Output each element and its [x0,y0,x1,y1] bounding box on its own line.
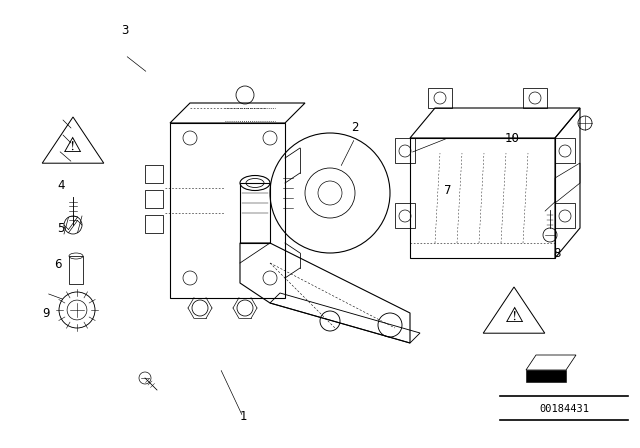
Text: 4: 4 [57,179,65,193]
Text: ⚠: ⚠ [504,306,524,327]
Text: 10: 10 [504,132,520,146]
Bar [395,203,415,228]
Polygon shape [526,370,566,382]
Text: 8: 8 [553,246,561,260]
Text: 3: 3 [121,24,129,37]
Bar [145,215,163,233]
Text: 1: 1 [239,410,247,423]
Text: 00184431: 00184431 [539,404,589,414]
Text: 2: 2 [351,121,359,134]
Bar [145,190,163,208]
Text: ⚠: ⚠ [63,136,83,156]
Bar [145,165,163,183]
Text: 7: 7 [444,184,452,197]
Text: 9: 9 [42,307,50,320]
Bar [69,256,83,284]
Bar [395,138,415,163]
Bar [555,203,575,228]
Bar [555,138,575,163]
Text: 6: 6 [54,258,61,271]
Text: 5: 5 [57,222,65,235]
